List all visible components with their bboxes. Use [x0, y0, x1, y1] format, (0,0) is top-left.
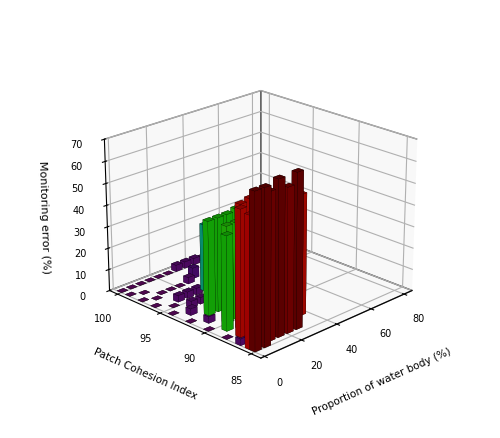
X-axis label: Proportion of water body (%): Proportion of water body (%) [311, 346, 452, 416]
Y-axis label: Patch Cohesion Index: Patch Cohesion Index [92, 346, 198, 401]
